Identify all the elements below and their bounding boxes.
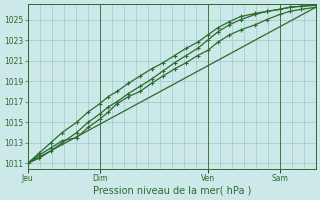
X-axis label: Pression niveau de la mer( hPa ): Pression niveau de la mer( hPa ) xyxy=(92,186,251,196)
